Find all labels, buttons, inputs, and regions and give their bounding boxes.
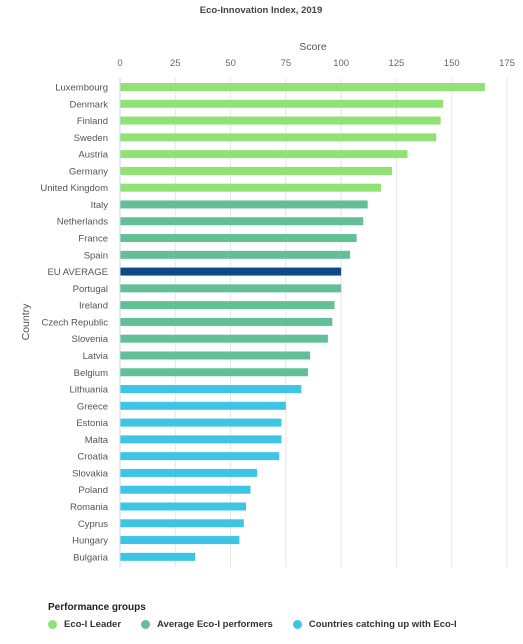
category-label: Luxembourg bbox=[55, 83, 108, 94]
legend-title: Performance groups bbox=[48, 602, 146, 613]
bar-eu-average[interactable] bbox=[120, 267, 342, 276]
bar-greece[interactable] bbox=[120, 401, 286, 410]
category-label: Greece bbox=[77, 401, 108, 412]
category-label: Czech Republic bbox=[41, 317, 108, 328]
category-label: Finland bbox=[77, 116, 108, 127]
bar-estonia[interactable] bbox=[120, 418, 282, 427]
x-tick-label: 100 bbox=[333, 58, 349, 69]
category-label: Spain bbox=[84, 250, 108, 261]
category-label: Bulgaria bbox=[73, 552, 109, 563]
legend-dot-icon bbox=[292, 620, 302, 629]
bar-slovakia[interactable] bbox=[120, 468, 258, 477]
category-label: Slovakia bbox=[72, 468, 109, 479]
y-axis-title: Country bbox=[20, 303, 32, 341]
legend-items: Eco-I Leader Average Eco-I performers Co… bbox=[48, 619, 477, 630]
bar-belgium[interactable] bbox=[120, 368, 308, 377]
legend-label-average: Average Eco-I performers bbox=[157, 619, 273, 630]
category-label: Estonia bbox=[76, 418, 108, 429]
bar-denmark[interactable] bbox=[120, 99, 443, 108]
legend-item-leader[interactable]: Eco-I Leader bbox=[48, 619, 121, 630]
bar-romania[interactable] bbox=[120, 502, 247, 511]
x-tick-label: 75 bbox=[281, 58, 292, 69]
bars bbox=[120, 83, 485, 561]
x-tick-label: 25 bbox=[170, 58, 181, 69]
category-label: Austria bbox=[78, 150, 108, 161]
bar-hungary[interactable] bbox=[120, 536, 240, 545]
eco-innovation-bar-chart: Eco-Innovation Index, 2019 Score Country… bbox=[20, 5, 515, 567]
x-axis-title: Score bbox=[299, 41, 327, 53]
bar-italy[interactable] bbox=[120, 200, 368, 209]
category-label: Lithuania bbox=[69, 385, 108, 396]
bar-poland[interactable] bbox=[120, 485, 251, 494]
bar-latvia[interactable] bbox=[120, 351, 311, 360]
bar-united-kingdom[interactable] bbox=[120, 183, 381, 192]
category-label: Italy bbox=[91, 200, 109, 211]
bar-france[interactable] bbox=[120, 234, 357, 243]
category-label: United Kingdom bbox=[40, 183, 108, 194]
category-label: Belgium bbox=[74, 368, 108, 379]
bar-germany[interactable] bbox=[120, 166, 393, 175]
category-label: Poland bbox=[78, 485, 108, 496]
bar-luxembourg[interactable] bbox=[120, 83, 485, 91]
category-label: Ireland bbox=[79, 301, 108, 312]
bar-austria[interactable] bbox=[120, 150, 408, 159]
category-labels: Luxembourg Denmark Finland Sweden Austria Ger… bbox=[40, 83, 108, 564]
category-label: Hungary bbox=[72, 536, 108, 547]
x-tick-label: 0 bbox=[117, 58, 122, 69]
category-label: Cyprus bbox=[78, 519, 108, 530]
bar-czech-republic[interactable] bbox=[120, 317, 333, 326]
category-label: Latvia bbox=[83, 351, 109, 362]
category-label: Sweden bbox=[74, 133, 108, 144]
category-label: Portugal bbox=[73, 284, 108, 295]
bar-spain[interactable] bbox=[120, 250, 350, 259]
category-label: Denmark bbox=[69, 99, 108, 110]
category-label: Netherlands bbox=[57, 217, 108, 228]
x-tick-labels: 0 25 50 75 100 125 150 175 bbox=[117, 58, 515, 69]
bar-finland[interactable] bbox=[120, 116, 441, 125]
bar-slovenia[interactable] bbox=[120, 334, 328, 343]
bar-malta[interactable] bbox=[120, 435, 282, 444]
x-tick-label: 50 bbox=[225, 58, 236, 69]
chart-title: Eco-Innovation Index, 2019 bbox=[200, 5, 322, 16]
legend-label-catching-up: Countries catching up with Eco-I bbox=[308, 619, 457, 630]
category-label: Germany bbox=[69, 166, 108, 177]
legend-item-catching-up[interactable]: Countries catching up with Eco-I bbox=[292, 619, 457, 630]
legend: Performance groups Eco-I Leader Average … bbox=[48, 602, 477, 630]
bar-croatia[interactable] bbox=[120, 452, 280, 461]
legend-dot-icon bbox=[48, 620, 57, 629]
category-label: Romania bbox=[70, 502, 109, 513]
bar-netherlands[interactable] bbox=[120, 217, 364, 226]
bar-lithuania[interactable] bbox=[120, 385, 302, 394]
bar-sweden[interactable] bbox=[120, 133, 437, 142]
legend-dot-icon bbox=[141, 620, 151, 629]
legend-label-leader: Eco-I Leader bbox=[64, 619, 122, 630]
x-tick-label: 175 bbox=[499, 58, 515, 69]
bar-cyprus[interactable] bbox=[120, 519, 244, 528]
bar-portugal[interactable] bbox=[120, 284, 342, 293]
category-label: Slovenia bbox=[72, 334, 109, 345]
x-tick-label: 150 bbox=[444, 58, 460, 69]
category-label: France bbox=[78, 234, 108, 245]
x-tick-label: 125 bbox=[388, 58, 404, 69]
category-label: Malta bbox=[85, 435, 109, 446]
bar-bulgaria[interactable] bbox=[120, 552, 196, 561]
category-label: Croatia bbox=[77, 452, 108, 463]
legend-item-average[interactable]: Average Eco-I performers bbox=[141, 619, 273, 630]
category-label: EU AVERAGE bbox=[47, 267, 108, 278]
bar-ireland[interactable] bbox=[120, 301, 335, 310]
